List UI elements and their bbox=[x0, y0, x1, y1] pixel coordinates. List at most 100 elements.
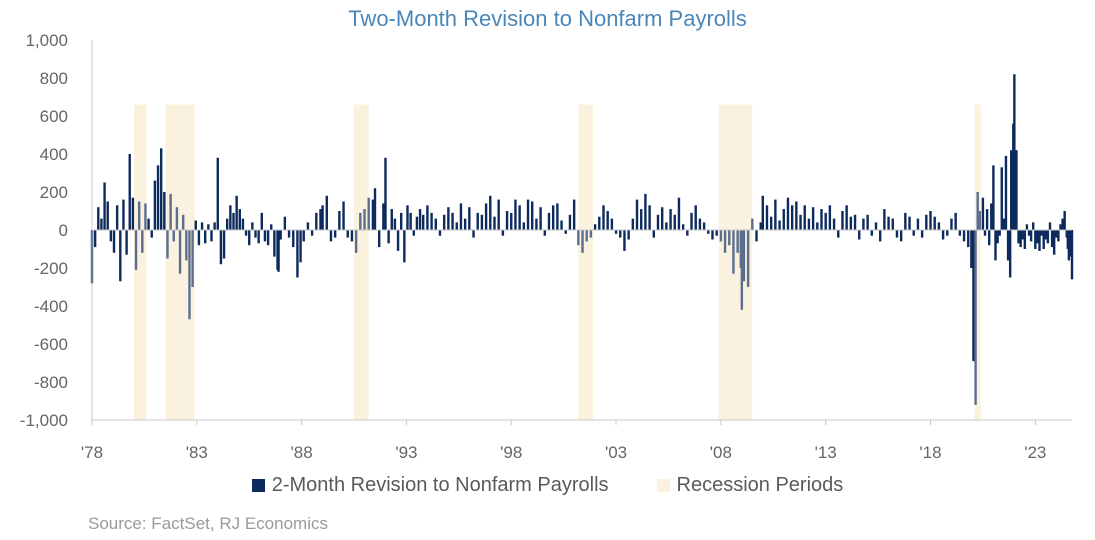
bar bbox=[786, 197, 790, 230]
bar bbox=[426, 205, 429, 230]
bar bbox=[241, 218, 245, 230]
bar bbox=[185, 230, 188, 261]
bar bbox=[816, 222, 819, 230]
bar bbox=[631, 218, 635, 230]
bar bbox=[367, 197, 370, 230]
bar bbox=[686, 230, 689, 236]
recession-bands bbox=[133, 104, 981, 420]
bar bbox=[489, 195, 492, 230]
bar bbox=[459, 203, 463, 230]
bar bbox=[109, 230, 113, 242]
bar bbox=[115, 205, 119, 230]
bar bbox=[1000, 167, 1003, 230]
bar bbox=[422, 214, 425, 230]
bar bbox=[497, 199, 500, 230]
bar bbox=[194, 220, 197, 230]
bar bbox=[302, 230, 305, 242]
bar bbox=[434, 218, 437, 230]
bar bbox=[698, 218, 702, 230]
y-tick-label: 200 bbox=[40, 183, 68, 202]
bar bbox=[778, 220, 781, 230]
bar bbox=[447, 207, 450, 230]
bar bbox=[635, 199, 639, 230]
bar bbox=[728, 230, 731, 246]
bar bbox=[1055, 230, 1058, 238]
bar bbox=[260, 212, 263, 230]
bar bbox=[589, 230, 593, 238]
bar bbox=[315, 212, 318, 230]
bar bbox=[974, 230, 977, 405]
bar bbox=[373, 188, 377, 230]
bar bbox=[455, 222, 458, 230]
bar bbox=[711, 230, 714, 240]
bar bbox=[505, 211, 509, 230]
bar bbox=[292, 230, 295, 248]
bar bbox=[147, 218, 150, 230]
bar bbox=[824, 212, 827, 230]
bar bbox=[472, 230, 475, 238]
bar bbox=[1019, 230, 1022, 248]
bar bbox=[585, 230, 588, 242]
bar bbox=[226, 218, 229, 230]
x-tick-label: '13 bbox=[815, 443, 837, 462]
bar bbox=[853, 214, 857, 230]
bar bbox=[572, 199, 576, 230]
legend-swatch-recession bbox=[656, 479, 670, 492]
bar bbox=[681, 224, 685, 230]
bar bbox=[119, 230, 122, 282]
bar bbox=[581, 230, 584, 253]
bar bbox=[283, 216, 287, 230]
bar bbox=[122, 199, 125, 230]
bar bbox=[112, 230, 116, 253]
bar bbox=[203, 230, 207, 244]
bar bbox=[564, 230, 567, 234]
bar bbox=[393, 218, 397, 230]
bar bbox=[1025, 224, 1029, 230]
bar bbox=[418, 209, 422, 230]
bar bbox=[377, 230, 381, 248]
bar bbox=[406, 205, 409, 230]
bar bbox=[807, 218, 811, 230]
bar bbox=[908, 216, 911, 230]
bar bbox=[1044, 230, 1047, 240]
bar bbox=[222, 230, 226, 259]
bar bbox=[1042, 230, 1045, 249]
bar bbox=[560, 220, 563, 230]
bar bbox=[983, 230, 987, 236]
bar bbox=[216, 157, 219, 230]
y-tick-label: -1,000 bbox=[20, 411, 68, 430]
y-tick-label: 400 bbox=[40, 145, 68, 164]
recession-band bbox=[354, 104, 369, 420]
y-tick-label: 1,000 bbox=[25, 31, 68, 50]
bar bbox=[97, 207, 100, 230]
bar bbox=[144, 203, 147, 230]
legend-label-recession: Recession Periods bbox=[676, 474, 844, 496]
y-tick-label: 800 bbox=[40, 69, 68, 88]
bar bbox=[694, 205, 697, 230]
bar bbox=[941, 230, 945, 240]
bar bbox=[740, 230, 744, 310]
bar bbox=[610, 218, 614, 230]
bar bbox=[627, 230, 630, 240]
bar bbox=[106, 201, 109, 230]
bar bbox=[543, 230, 546, 236]
bar bbox=[593, 224, 597, 230]
bar bbox=[251, 222, 254, 230]
bar bbox=[371, 199, 375, 230]
bar bbox=[660, 207, 664, 230]
bar bbox=[849, 216, 853, 230]
bar bbox=[742, 230, 746, 282]
bar bbox=[399, 212, 403, 230]
bar bbox=[531, 201, 534, 230]
bar bbox=[510, 212, 513, 230]
bar bbox=[1070, 230, 1074, 280]
bar bbox=[350, 230, 354, 242]
y-tick-label: 0 bbox=[59, 221, 68, 240]
bar bbox=[732, 230, 735, 274]
bar bbox=[1050, 230, 1054, 248]
bar bbox=[985, 209, 989, 230]
bar bbox=[1032, 222, 1035, 230]
bar bbox=[970, 230, 973, 268]
bar bbox=[1008, 230, 1012, 278]
bar bbox=[279, 230, 282, 240]
